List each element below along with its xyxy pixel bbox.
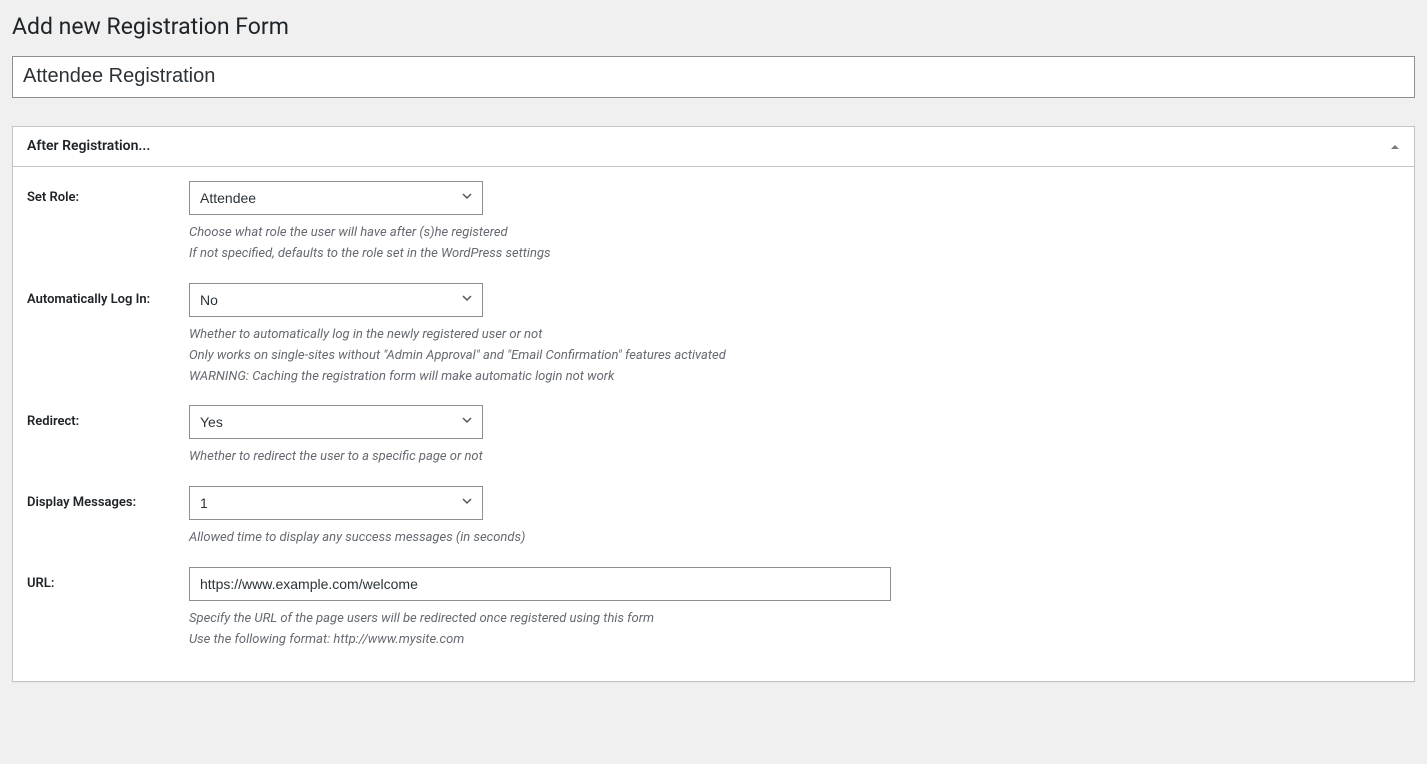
auto-login-select[interactable]: No	[189, 283, 483, 317]
url-help: Specify the URL of the page users will b…	[189, 609, 1400, 651]
panel-toggle-icon[interactable]	[1376, 142, 1414, 152]
panel-body: Set Role: Attendee Choose what role the …	[13, 167, 1414, 680]
redirect-row: Redirect: Yes Whether to redirect the us…	[27, 405, 1400, 468]
auto-login-row: Automatically Log In: No Whether to auto…	[27, 283, 1400, 387]
set-role-select[interactable]: Attendee	[189, 181, 483, 215]
panel-title: After Registration...	[13, 127, 164, 167]
set-role-row: Set Role: Attendee Choose what role the …	[27, 181, 1400, 265]
after-registration-panel: After Registration... Set Role: Attendee…	[12, 126, 1415, 682]
redirect-select[interactable]: Yes	[189, 405, 483, 439]
url-input[interactable]	[189, 567, 891, 601]
redirect-help: Whether to redirect the user to a specif…	[189, 447, 1400, 468]
display-messages-label: Display Messages:	[27, 486, 189, 512]
url-row: URL: Specify the URL of the page users w…	[27, 567, 1400, 651]
display-messages-select[interactable]: 1	[189, 486, 483, 520]
auto-login-help: Whether to automatically log in the newl…	[189, 325, 1400, 387]
url-label: URL:	[27, 567, 189, 593]
auto-login-label: Automatically Log In:	[27, 283, 189, 309]
redirect-label: Redirect:	[27, 405, 189, 431]
page-title: Add new Registration Form	[12, 12, 1415, 42]
set-role-help: Choose what role the user will have afte…	[189, 223, 1400, 265]
set-role-label: Set Role:	[27, 181, 189, 207]
form-name-input[interactable]	[12, 56, 1415, 98]
display-messages-row: Display Messages: 1 Allowed time to disp…	[27, 486, 1400, 549]
panel-header[interactable]: After Registration...	[13, 127, 1414, 168]
display-messages-help: Allowed time to display any success mess…	[189, 528, 1400, 549]
